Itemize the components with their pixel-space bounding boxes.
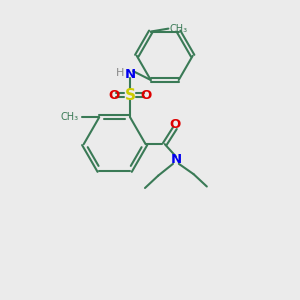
Text: O: O <box>169 118 181 131</box>
Text: CH₃: CH₃ <box>170 24 188 34</box>
Text: O: O <box>108 89 120 102</box>
Text: N: N <box>170 153 182 166</box>
Text: O: O <box>141 89 152 102</box>
Text: H: H <box>116 68 124 78</box>
Text: N: N <box>124 68 136 81</box>
Text: CH₃: CH₃ <box>61 112 79 122</box>
Text: S: S <box>124 88 136 103</box>
